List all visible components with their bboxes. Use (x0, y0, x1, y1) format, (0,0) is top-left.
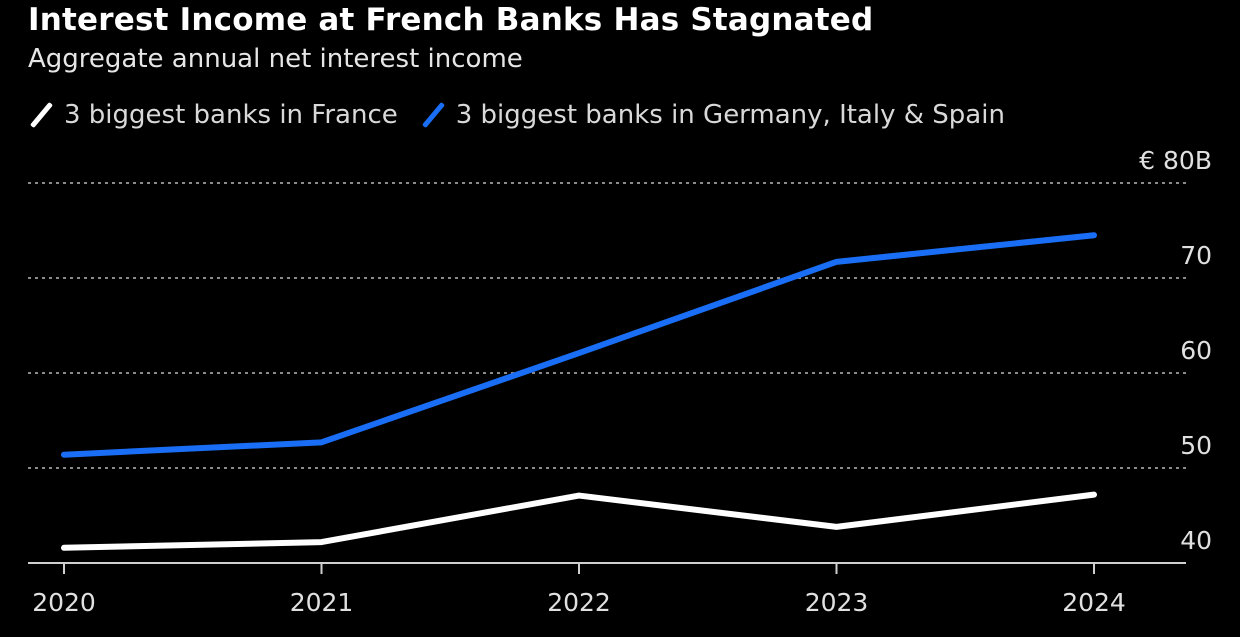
x-tick-label-2024: 2024 (1062, 588, 1126, 617)
x-tick-label-2023: 2023 (805, 588, 869, 617)
series-line-1 (61, 232, 1097, 458)
legend-item-france: 3 biggest banks in France (28, 100, 398, 130)
y-tick-label-80: € 80B (1139, 146, 1212, 175)
chart-subtitle: Aggregate annual net interest income (28, 44, 523, 74)
y-tick-label-40: 40 (1180, 526, 1212, 555)
legend-label-others: 3 biggest banks in Germany, Italy & Spai… (455, 100, 1005, 130)
y-tick-label-60: 60 (1180, 336, 1212, 365)
x-tick-label-2022: 2022 (547, 588, 611, 617)
legend-item-others: 3 biggest banks in Germany, Italy & Spai… (420, 100, 1005, 130)
x-tick-label-2020: 2020 (32, 588, 96, 617)
legend: 3 biggest banks in France 3 biggest bank… (28, 100, 1027, 130)
y-tick-label-50: 50 (1180, 431, 1212, 460)
legend-label-france: 3 biggest banks in France (64, 100, 398, 130)
chart-title: Interest Income at French Banks Has Stag… (28, 2, 874, 38)
x-tick-label-2021: 2021 (290, 588, 354, 617)
series-line-0 (61, 491, 1097, 551)
y-tick-label-70: 70 (1180, 241, 1212, 270)
